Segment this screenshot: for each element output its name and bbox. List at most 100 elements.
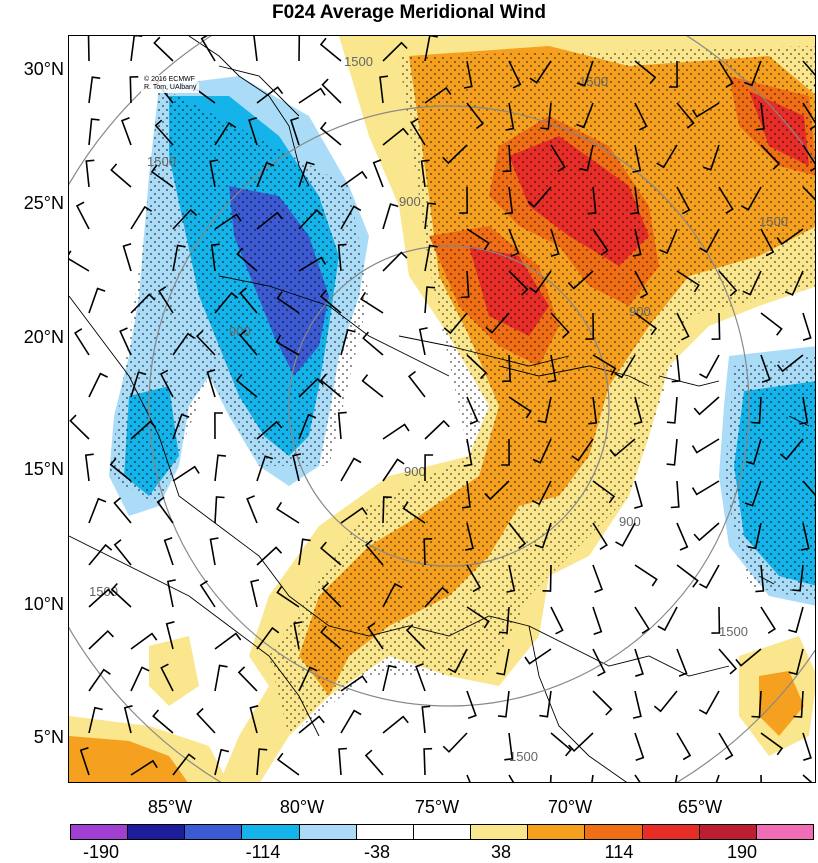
wind-barb [466,774,471,782]
wind-barb [382,251,408,272]
wind-barb [340,457,362,482]
contour-labels: 1500 1500 1500 1500 900 900 900 900 900 … [89,54,788,764]
wind-barb [674,774,678,782]
wind-barb [693,396,720,416]
wind-barb [110,582,132,608]
wind-barb [466,606,490,629]
wind-barb [214,496,225,524]
wind-barb [466,354,488,380]
wind-barb [671,354,681,383]
wind-barb [592,648,606,677]
wind-barb [154,119,174,146]
wind-barb [88,287,106,314]
wind-barb [172,244,186,272]
wind-barb [87,36,90,62]
wind-barb [802,102,815,130]
wind-barb [166,579,176,608]
lat-label: 25°N [23,193,64,213]
contour-label: 1500 [719,624,748,639]
wind-barb [755,564,765,593]
wind-barb [634,480,643,509]
wind-barb [210,243,220,272]
lon-label: 75°W [414,797,460,817]
wind-barb [172,465,200,482]
wind-barb [537,396,552,424]
contour-label: 1500 [579,74,608,89]
wind-barb [209,537,219,566]
wind-barb [275,501,300,524]
wind-barb [549,774,552,782]
colorbar-segment [642,825,700,839]
wind-barb [88,543,113,566]
wind-barb [692,102,720,118]
colorbar-label: 114 [604,842,634,862]
contour-label: 1500 [89,584,118,599]
wind-barb [382,203,399,230]
wind-barb [214,664,228,692]
wind-barb [760,606,777,634]
wind-barb [85,159,95,188]
wind-barb [742,270,762,296]
colorbar [70,824,814,840]
wind-barb [200,36,216,62]
wind-barb [550,606,564,635]
wind-barb [676,522,689,551]
contour-label: 1500 [759,214,788,229]
wind-barb [508,774,515,782]
wind-barb [676,102,695,129]
wind-barb [364,539,384,566]
wind-barb [298,666,318,692]
wind-barb [711,606,721,634]
wind-barb [172,332,195,356]
wind-barb [718,60,734,88]
wind-barb [298,36,301,62]
colorbar-segment [356,825,414,839]
wind-barb [466,102,484,130]
colorbar-label: 38 [490,842,512,862]
wind-barb [670,480,680,509]
wind-barb [424,86,452,104]
colorbar-label: -190 [82,842,120,862]
wind-barb [531,480,552,506]
wind-barb [463,438,473,467]
wind-barb [340,675,368,692]
wind-barb [591,774,594,782]
wind-barb [802,60,815,87]
wind-barb [88,588,115,608]
wind-barb [382,127,409,146]
wind-barb [592,522,608,550]
wind-barb [550,228,560,257]
wind-barb [214,121,237,146]
contour-label: 1500 [509,749,538,764]
wind-barb [461,480,471,509]
wind-barb [592,564,604,593]
wind-barb [214,412,223,440]
wind-barb [298,377,324,398]
contour-label: 900 [229,324,251,339]
wind-barb [527,186,552,208]
wind-barb [634,606,651,634]
wind-barb [159,369,174,398]
wind-barb [88,76,101,104]
wind-barb [113,539,132,566]
wind-barb [711,312,721,340]
wind-barb [718,270,738,297]
wind-barb [320,625,342,650]
wind-barb [119,327,132,356]
wind-barb [293,621,303,650]
wind-barb [793,690,804,718]
wind-barb [361,374,384,398]
lat-label: 30°N [23,59,64,79]
wind-barb [466,228,490,251]
wind-barb [676,186,691,215]
wind-barb [382,582,403,608]
wind-barb [206,369,216,398]
wind-barb [382,715,409,734]
wind-barb [196,707,216,734]
wind-barb [298,256,327,272]
wind-barb [69,414,90,440]
wind-barb [410,117,426,146]
lon-label: 85°W [147,797,193,817]
wind-barb [693,522,720,542]
wind-barb [256,455,274,482]
